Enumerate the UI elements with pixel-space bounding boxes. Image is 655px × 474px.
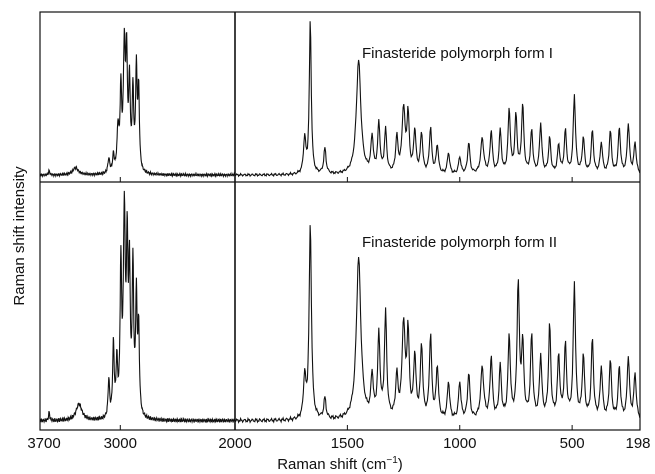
x-axis-ticks: 3700 3000 2000 1500 1000 500 198 [27, 177, 651, 452]
x-tick-label: 3700 [27, 435, 60, 452]
x-tick-label: 1500 [331, 435, 364, 452]
x-tick-label: 2000 [218, 435, 251, 452]
x-tick-label: 198 [625, 435, 650, 452]
x-axis-label-main: Raman shift (cm [277, 456, 386, 473]
plot-frame [39, 11, 641, 431]
spectrum-form-ii [39, 190, 641, 425]
x-axis-label: Raman shift (cm−1) [277, 455, 403, 473]
x-tick-label: 3000 [104, 435, 137, 452]
panel-label-form-ii: Finasteride polymorph form II [362, 234, 557, 251]
x-axis-label-close: ) [398, 456, 403, 473]
x-tick-label: 500 [560, 435, 585, 452]
x-tick-label: 1000 [443, 435, 476, 452]
panel-label-form-i: Finasteride polymorph form I [362, 45, 553, 62]
spectrum-form-i [39, 21, 641, 179]
x-axis-label-superscript: −1 [386, 455, 398, 466]
y-axis-label: Raman shift intensity [11, 166, 28, 306]
